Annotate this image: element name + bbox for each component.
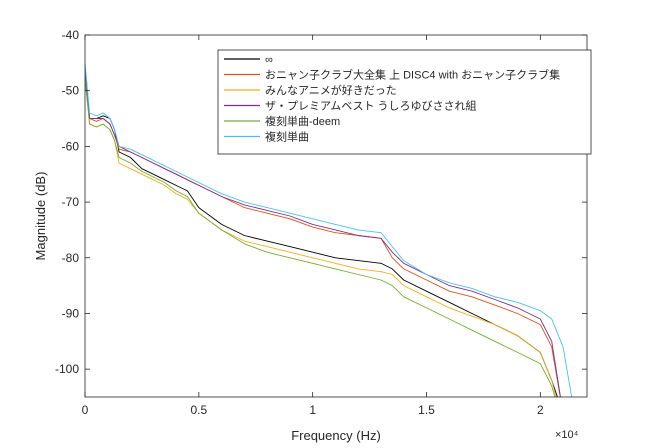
x-axis-label: Frequency (Hz) <box>291 428 381 443</box>
x-tick-label: 0.5 <box>190 403 207 417</box>
y-tick-label: -80 <box>62 251 80 265</box>
legend-label-4: ザ・プレミアムベスト うしろゆびさされ組 <box>265 100 477 113</box>
x-exponent-label: ×10⁴ <box>555 429 579 441</box>
series-line-6 <box>85 62 573 397</box>
y-tick-label: -90 <box>62 306 80 320</box>
y-tick-label: -50 <box>62 84 80 98</box>
legend-label-3: みんなアニメが好きだった <box>265 83 397 97</box>
series-line-5 <box>85 79 556 397</box>
x-tick-label: 1.5 <box>418 403 435 417</box>
x-tick-label: 1 <box>309 403 316 417</box>
legend[interactable]: ∞ おニャン子クラブ大全集 上 DISC4 with おニャン子クラブ集みんなアニ… <box>217 49 592 155</box>
legend-label-6: 複刻単曲 <box>265 130 309 144</box>
legend-label-5: 複刻単曲-deem <box>265 114 340 128</box>
legend-label-1: ∞ <box>265 54 273 66</box>
legend-label-2: おニャン子クラブ大全集 上 DISC4 with おニャン子クラブ集 <box>265 68 560 82</box>
y-tick-label: -60 <box>62 139 80 153</box>
y-axis: -100 -90 -80 -70 -60 -50 -40 <box>55 28 587 376</box>
axes-box <box>84 34 588 398</box>
x-axis: 0 0.5 1 1.5 2 <box>82 35 544 417</box>
y-tick-label: -70 <box>62 195 80 209</box>
series-line-4 <box>85 68 561 397</box>
legend-box <box>217 49 592 155</box>
series-layer <box>85 62 573 397</box>
x-tick-label: 2 <box>537 403 544 417</box>
y-tick-label: -100 <box>55 362 79 376</box>
y-axis-label: Magnitude (dB) <box>33 172 48 261</box>
y-tick-label: -40 <box>62 28 80 42</box>
x-tick-label: 0 <box>82 403 89 417</box>
